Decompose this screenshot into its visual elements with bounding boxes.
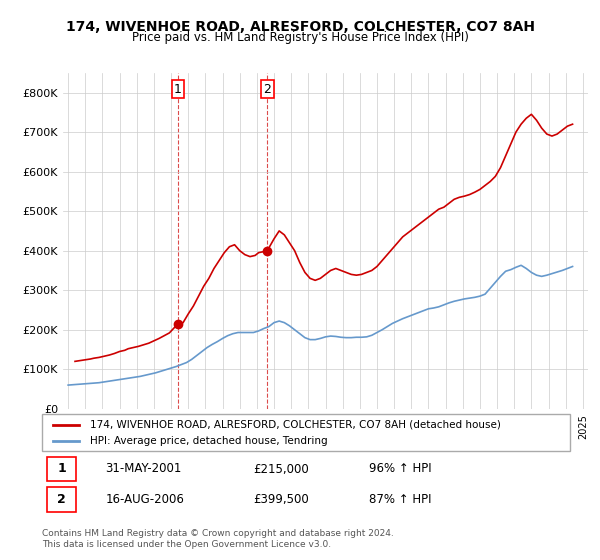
- Text: 2: 2: [263, 83, 271, 96]
- FancyBboxPatch shape: [47, 487, 76, 512]
- Text: £399,500: £399,500: [253, 493, 309, 506]
- FancyBboxPatch shape: [47, 457, 76, 481]
- Text: Contains HM Land Registry data © Crown copyright and database right 2024.
This d: Contains HM Land Registry data © Crown c…: [42, 529, 394, 549]
- Text: 16-AUG-2006: 16-AUG-2006: [106, 493, 184, 506]
- FancyBboxPatch shape: [42, 414, 570, 451]
- Text: 174, WIVENHOE ROAD, ALRESFORD, COLCHESTER, CO7 8AH (detached house): 174, WIVENHOE ROAD, ALRESFORD, COLCHESTE…: [89, 419, 500, 430]
- Text: 1: 1: [57, 463, 66, 475]
- Text: 174, WIVENHOE ROAD, ALRESFORD, COLCHESTER, CO7 8AH: 174, WIVENHOE ROAD, ALRESFORD, COLCHESTE…: [65, 20, 535, 34]
- Text: 2: 2: [57, 493, 66, 506]
- Text: £215,000: £215,000: [253, 463, 309, 475]
- Text: 1: 1: [174, 83, 182, 96]
- Text: HPI: Average price, detached house, Tendring: HPI: Average price, detached house, Tend…: [89, 436, 327, 446]
- Text: 87% ↑ HPI: 87% ↑ HPI: [370, 493, 432, 506]
- Text: 96% ↑ HPI: 96% ↑ HPI: [370, 463, 432, 475]
- Text: 31-MAY-2001: 31-MAY-2001: [106, 463, 182, 475]
- Text: Price paid vs. HM Land Registry's House Price Index (HPI): Price paid vs. HM Land Registry's House …: [131, 31, 469, 44]
